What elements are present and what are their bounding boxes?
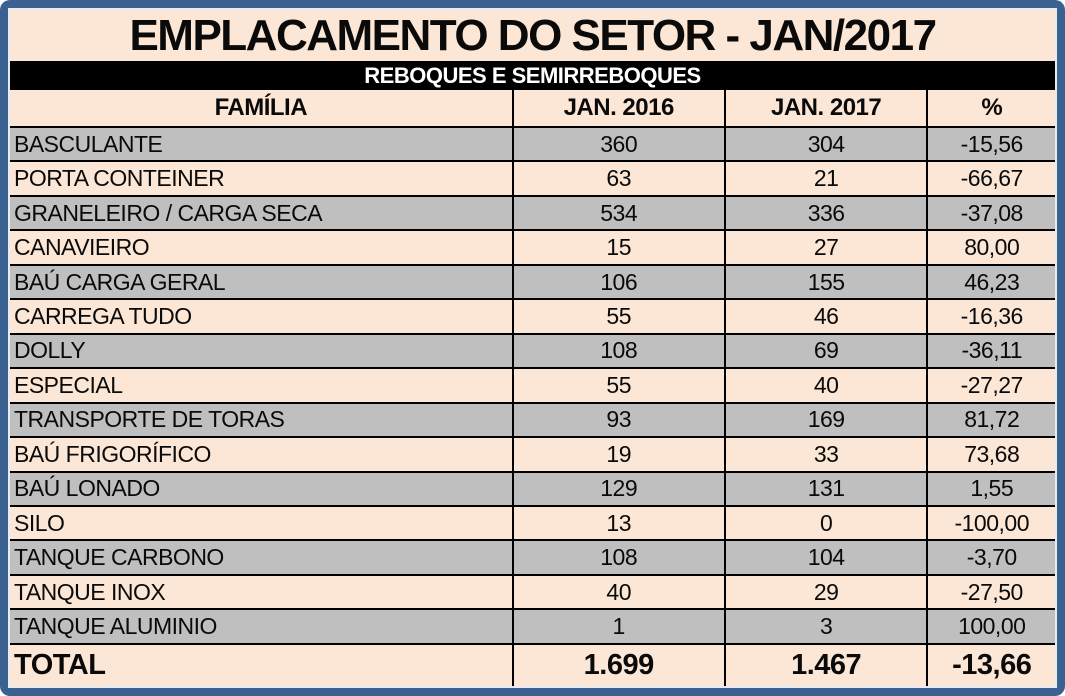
familia-cell: BAÚ CARGA GERAL bbox=[10, 263, 514, 301]
pct-cell: -27,27 bbox=[926, 367, 1055, 404]
jan2016-cell: 360 bbox=[511, 125, 726, 163]
table-row: BAÚ FRIGORÍFICO 19 33 73,68 bbox=[10, 436, 1055, 473]
total-row: TOTAL 1.699 1.467 -13,66 bbox=[10, 643, 1055, 686]
familia-cell: SILO bbox=[10, 504, 514, 542]
jan2016-cell: 129 bbox=[511, 470, 726, 507]
familia-cell: CANAVIEIRO bbox=[10, 229, 514, 266]
jan2016-cell: 13 bbox=[511, 504, 726, 542]
familia-cell: ESPECIAL bbox=[10, 367, 514, 404]
pct-cell: 80,00 bbox=[926, 229, 1055, 266]
familia-cell: BAÚ FRIGORÍFICO bbox=[10, 436, 514, 473]
familia-cell: DOLLY bbox=[10, 332, 514, 370]
page-title: EMPLACAMENTO DO SETOR - JAN/2017 bbox=[129, 10, 937, 60]
pct-cell: 81,72 bbox=[926, 401, 1055, 439]
table-row: PORTA CONTEINER 63 21 -66,67 bbox=[10, 160, 1055, 197]
pct-cell: 46,23 bbox=[926, 263, 1055, 301]
jan2017-cell: 3 bbox=[723, 608, 929, 645]
pct-cell: -36,11 bbox=[926, 332, 1055, 370]
column-header-pct: % bbox=[926, 90, 1055, 128]
familia-cell: CARREGA TUDO bbox=[10, 298, 514, 335]
table-row: GRANELEIRO / CARGA SECA 534 336 -37,08 bbox=[10, 194, 1055, 232]
jan2016-cell: 63 bbox=[511, 160, 726, 197]
jan2017-cell: 0 bbox=[723, 504, 929, 542]
jan2017-cell: 33 bbox=[723, 436, 929, 473]
table-row: DOLLY 108 69 -36,11 bbox=[10, 332, 1055, 370]
pct-cell: -66,67 bbox=[926, 160, 1055, 197]
familia-cell: TRANSPORTE DE TORAS bbox=[10, 401, 514, 439]
table-header: FAMÍLIA JAN. 2016 JAN. 2017 % bbox=[10, 90, 1055, 128]
table-body: BASCULANTE 360 304 -15,56 PORTA CONTEINE… bbox=[10, 125, 1055, 645]
pct-cell: -100,00 bbox=[926, 504, 1055, 542]
total-jan2017: 1.467 bbox=[723, 643, 929, 686]
table-panel: EMPLACAMENTO DO SETOR - JAN/2017 REBOQUE… bbox=[8, 8, 1057, 688]
jan2017-cell: 155 bbox=[723, 263, 929, 301]
jan2016-cell: 19 bbox=[511, 436, 726, 473]
column-header-jan2016: JAN. 2016 bbox=[511, 90, 726, 128]
jan2016-cell: 1 bbox=[511, 608, 726, 645]
pct-cell: -37,08 bbox=[926, 194, 1055, 232]
jan2017-cell: 29 bbox=[723, 573, 929, 611]
jan2016-cell: 15 bbox=[511, 229, 726, 266]
table-row: BAÚ CARGA GERAL 106 155 46,23 bbox=[10, 263, 1055, 301]
familia-cell: PORTA CONTEINER bbox=[10, 160, 514, 197]
jan2017-cell: 169 bbox=[723, 401, 929, 439]
data-table-wrapper: FAMÍLIA JAN. 2016 JAN. 2017 % BASCULANTE… bbox=[10, 90, 1055, 686]
jan2017-cell: 336 bbox=[723, 194, 929, 232]
familia-cell: BASCULANTE bbox=[10, 125, 514, 163]
page-subtitle: REBOQUES E SEMIRREBOQUES bbox=[364, 62, 701, 88]
jan2017-cell: 40 bbox=[723, 367, 929, 404]
total-jan2016: 1.699 bbox=[511, 643, 726, 686]
pct-cell: 100,00 bbox=[926, 608, 1055, 645]
jan2016-cell: 40 bbox=[511, 573, 726, 611]
jan2016-cell: 108 bbox=[511, 332, 726, 370]
jan2017-cell: 304 bbox=[723, 125, 929, 163]
title-bar: EMPLACAMENTO DO SETOR - JAN/2017 bbox=[10, 10, 1055, 61]
table-row: TANQUE CARBONO 108 104 -3,70 bbox=[10, 539, 1055, 576]
familia-cell: TANQUE ALUMINIO bbox=[10, 608, 514, 645]
familia-cell: TANQUE CARBONO bbox=[10, 539, 514, 576]
jan2016-cell: 108 bbox=[511, 539, 726, 576]
pct-cell: 73,68 bbox=[926, 436, 1055, 473]
table-row: TANQUE ALUMINIO 1 3 100,00 bbox=[10, 608, 1055, 645]
table-row: TRANSPORTE DE TORAS 93 169 81,72 bbox=[10, 401, 1055, 439]
subtitle-bar: REBOQUES E SEMIRREBOQUES bbox=[10, 61, 1055, 90]
header-row: FAMÍLIA JAN. 2016 JAN. 2017 % bbox=[10, 90, 1055, 128]
total-label: TOTAL bbox=[10, 643, 514, 686]
jan2016-cell: 93 bbox=[511, 401, 726, 439]
data-table: FAMÍLIA JAN. 2016 JAN. 2017 % BASCULANTE… bbox=[10, 90, 1055, 686]
jan2016-cell: 55 bbox=[511, 367, 726, 404]
table-row: BAÚ LONADO 129 131 1,55 bbox=[10, 470, 1055, 507]
jan2017-cell: 21 bbox=[723, 160, 929, 197]
familia-cell: GRANELEIRO / CARGA SECA bbox=[10, 194, 514, 232]
jan2017-cell: 27 bbox=[723, 229, 929, 266]
jan2016-cell: 55 bbox=[511, 298, 726, 335]
table-footer: TOTAL 1.699 1.467 -13,66 bbox=[10, 643, 1055, 686]
column-header-familia: FAMÍLIA bbox=[10, 90, 514, 128]
table-row: BASCULANTE 360 304 -15,56 bbox=[10, 125, 1055, 163]
table-row: CANAVIEIRO 15 27 80,00 bbox=[10, 229, 1055, 266]
jan2017-cell: 46 bbox=[723, 298, 929, 335]
jan2016-cell: 106 bbox=[511, 263, 726, 301]
jan2017-cell: 69 bbox=[723, 332, 929, 370]
jan2017-cell: 131 bbox=[723, 470, 929, 507]
jan2017-cell: 104 bbox=[723, 539, 929, 576]
pct-cell: -15,56 bbox=[926, 125, 1055, 163]
pct-cell: -16,36 bbox=[926, 298, 1055, 335]
table-row: ESPECIAL 55 40 -27,27 bbox=[10, 367, 1055, 404]
table-row: TANQUE INOX 40 29 -27,50 bbox=[10, 573, 1055, 611]
table-row: CARREGA TUDO 55 46 -16,36 bbox=[10, 298, 1055, 335]
pct-cell: 1,55 bbox=[926, 470, 1055, 507]
table-row: SILO 13 0 -100,00 bbox=[10, 504, 1055, 542]
familia-cell: BAÚ LONADO bbox=[10, 470, 514, 507]
jan2016-cell: 534 bbox=[511, 194, 726, 232]
pct-cell: -3,70 bbox=[926, 539, 1055, 576]
column-header-jan2017: JAN. 2017 bbox=[723, 90, 929, 128]
pct-cell: -27,50 bbox=[926, 573, 1055, 611]
total-pct: -13,66 bbox=[926, 643, 1055, 686]
familia-cell: TANQUE INOX bbox=[10, 573, 514, 611]
